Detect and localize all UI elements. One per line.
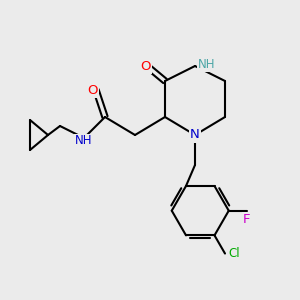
Text: O: O bbox=[140, 59, 151, 73]
Text: NH: NH bbox=[75, 134, 93, 148]
Text: O: O bbox=[88, 83, 98, 97]
Text: NH: NH bbox=[198, 58, 215, 71]
Text: F: F bbox=[243, 213, 250, 226]
Text: Cl: Cl bbox=[228, 247, 240, 260]
Text: N: N bbox=[190, 128, 200, 142]
